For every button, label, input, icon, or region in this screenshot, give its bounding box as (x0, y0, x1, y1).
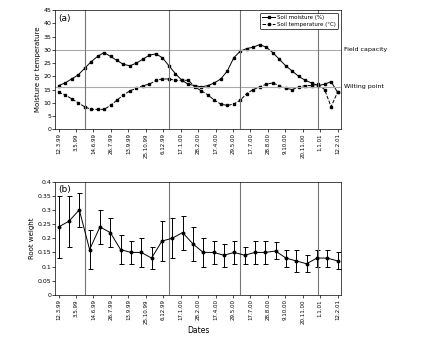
Line: Soil moisture (%): Soil moisture (%) (57, 43, 339, 94)
Soil temperature (°C) (264, 82, 269, 86)
Soil moisture (%) (134, 61, 139, 65)
Soil temperature (°C) (101, 107, 106, 112)
Legend: Soil moisture (%), Soil temperature (°C): Soil moisture (%), Soil temperature (°C) (260, 13, 338, 29)
Soil temperature (°C) (179, 78, 184, 82)
Soil moisture (%) (95, 55, 100, 59)
Soil moisture (%) (322, 82, 327, 86)
Soil temperature (°C) (276, 83, 282, 87)
Soil moisture (%) (147, 53, 152, 57)
Text: (a): (a) (58, 14, 71, 23)
Soil temperature (°C) (186, 78, 191, 82)
Soil moisture (%) (153, 52, 158, 56)
Soil temperature (°C) (270, 81, 275, 85)
Soil moisture (%) (335, 90, 340, 94)
Soil temperature (°C) (322, 87, 327, 92)
Soil moisture (%) (121, 62, 126, 66)
Soil temperature (°C) (218, 102, 223, 106)
Soil moisture (%) (179, 78, 184, 82)
Soil temperature (°C) (69, 97, 74, 101)
Soil temperature (°C) (173, 78, 178, 82)
Soil moisture (%) (199, 85, 204, 89)
Soil temperature (°C) (199, 89, 204, 93)
Soil moisture (%) (63, 81, 68, 85)
Soil moisture (%) (244, 46, 249, 51)
Soil temperature (°C) (141, 83, 146, 87)
Soil temperature (°C) (328, 105, 334, 109)
Soil moisture (%) (75, 73, 81, 77)
Soil temperature (°C) (225, 103, 230, 107)
Soil moisture (%) (218, 77, 223, 81)
Soil moisture (%) (290, 69, 295, 73)
Soil temperature (°C) (250, 87, 256, 92)
Soil temperature (°C) (127, 89, 132, 93)
Soil moisture (%) (166, 64, 171, 68)
Soil moisture (%) (264, 45, 269, 49)
Soil temperature (°C) (335, 90, 340, 94)
Soil temperature (°C) (95, 107, 100, 112)
Text: Wilting point: Wilting point (344, 84, 383, 89)
Soil temperature (°C) (89, 107, 94, 112)
Soil temperature (°C) (290, 87, 295, 92)
Soil temperature (°C) (147, 82, 152, 86)
Soil moisture (%) (56, 83, 61, 87)
Soil temperature (°C) (82, 105, 87, 109)
Soil moisture (%) (309, 81, 314, 85)
Soil moisture (%) (296, 74, 301, 78)
Text: Field capacity: Field capacity (344, 47, 387, 52)
Soil temperature (°C) (115, 98, 120, 102)
Soil temperature (°C) (121, 93, 126, 97)
Line: Soil temperature (°C): Soil temperature (°C) (57, 78, 339, 111)
Soil moisture (%) (257, 42, 262, 46)
Soil moisture (%) (238, 49, 243, 53)
Soil moisture (%) (115, 58, 120, 62)
Soil moisture (%) (250, 45, 256, 49)
Soil moisture (%) (276, 57, 282, 61)
Text: (b): (b) (58, 185, 71, 194)
X-axis label: Dates: Dates (187, 326, 209, 335)
Soil moisture (%) (101, 51, 106, 55)
Soil moisture (%) (205, 83, 210, 87)
Soil moisture (%) (127, 64, 132, 68)
Soil moisture (%) (302, 78, 308, 82)
Soil moisture (%) (69, 77, 74, 81)
Soil moisture (%) (225, 69, 230, 73)
Soil temperature (°C) (63, 93, 68, 97)
Soil moisture (%) (108, 55, 113, 59)
Soil moisture (%) (192, 83, 197, 87)
Soil temperature (°C) (192, 85, 197, 89)
Soil temperature (°C) (166, 77, 171, 81)
Soil temperature (°C) (160, 77, 165, 81)
Soil moisture (%) (231, 56, 236, 60)
Soil temperature (°C) (231, 102, 236, 106)
Soil temperature (°C) (75, 101, 81, 105)
Soil temperature (°C) (212, 98, 217, 102)
Soil temperature (°C) (108, 103, 113, 107)
Soil temperature (°C) (296, 85, 301, 89)
Soil moisture (%) (186, 82, 191, 86)
Soil moisture (%) (283, 64, 288, 68)
Soil temperature (°C) (205, 93, 210, 97)
Soil temperature (°C) (316, 82, 321, 86)
Soil temperature (°C) (257, 85, 262, 89)
Soil moisture (%) (141, 57, 146, 61)
Soil temperature (°C) (244, 92, 249, 96)
Soil temperature (°C) (302, 83, 308, 87)
Soil temperature (°C) (309, 83, 314, 87)
Y-axis label: Moisture or temperature: Moisture or temperature (35, 27, 40, 113)
Soil moisture (%) (212, 81, 217, 85)
Soil moisture (%) (160, 56, 165, 60)
Soil moisture (%) (328, 80, 334, 84)
Soil temperature (°C) (238, 98, 243, 102)
Soil moisture (%) (89, 60, 94, 64)
Soil moisture (%) (316, 83, 321, 87)
Soil temperature (°C) (283, 86, 288, 90)
Soil moisture (%) (82, 66, 87, 71)
Soil moisture (%) (270, 51, 275, 55)
Soil temperature (°C) (153, 78, 158, 82)
Soil temperature (°C) (56, 90, 61, 94)
Soil temperature (°C) (134, 86, 139, 90)
Soil moisture (%) (173, 72, 178, 76)
Y-axis label: Root weight: Root weight (29, 218, 35, 259)
